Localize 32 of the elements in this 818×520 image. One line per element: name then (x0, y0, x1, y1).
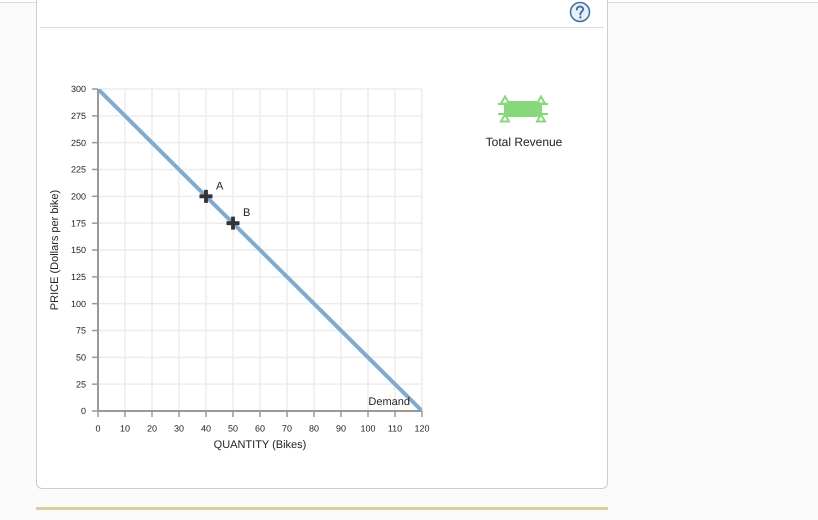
x-tick-label: 120 (414, 423, 430, 434)
y-tick-label: 125 (70, 272, 86, 282)
x-tick-label: 70 (282, 423, 292, 434)
x-tick-label: 0 (95, 423, 101, 434)
y-tick-label: 225 (70, 164, 86, 175)
y-tick-label: 175 (70, 218, 86, 228)
y-tick-label: 200 (70, 192, 86, 202)
y-tick-label: 100 (70, 298, 86, 309)
x-tick-label: 100 (360, 423, 376, 434)
x-tick-label: 10 (120, 423, 130, 434)
x-tick-label: 80 (308, 423, 320, 434)
annotation: B (243, 207, 250, 220)
x-tick-label: 60 (254, 423, 266, 434)
series-label: Demand (368, 396, 410, 408)
annotation: A (216, 180, 224, 192)
y-tick-label: 250 (70, 138, 86, 148)
y-tick-label: 25 (76, 379, 86, 390)
x-axis-title: QUANTITY (Bikes) (214, 439, 306, 451)
y-tick-label: 0 (80, 406, 86, 416)
y-tick-label: 275 (70, 111, 86, 122)
x-tick-label: 20 (146, 423, 158, 434)
y-tick-label: 50 (76, 352, 86, 363)
x-tick-label: 30 (174, 423, 184, 434)
x-tick-label: 40 (200, 423, 212, 434)
text: Total Revenue (486, 135, 562, 149)
y-tick-label: 300 (70, 84, 86, 94)
x-tick-label: 90 (336, 423, 346, 434)
y-tick-label: 150 (70, 245, 86, 256)
x-tick-label: 50 (228, 423, 238, 434)
y-axis-title: PRICE (Dollars per bike) (49, 190, 61, 310)
y-tick-label: 75 (76, 326, 86, 336)
x-tick-label: 110 (388, 423, 402, 434)
